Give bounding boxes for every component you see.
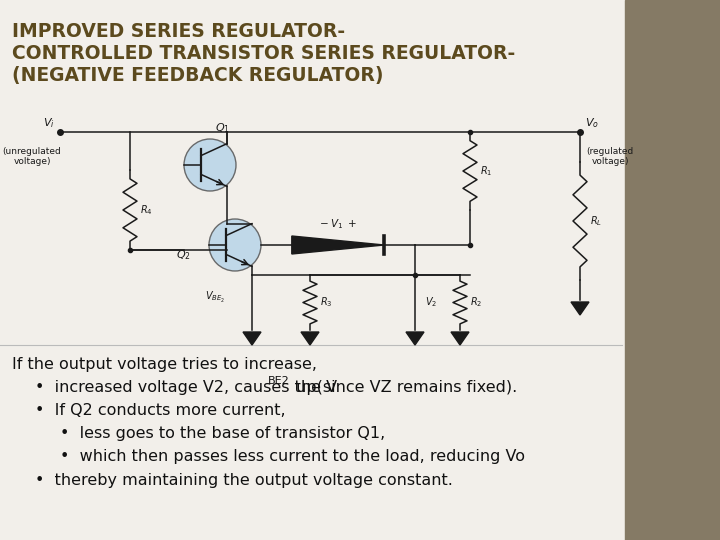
Text: $V_o$: $V_o$	[585, 116, 599, 130]
Text: $R_4$: $R_4$	[140, 203, 153, 217]
Text: •  less goes to the base of transistor Q1,: • less goes to the base of transistor Q1…	[60, 426, 385, 441]
Polygon shape	[571, 302, 589, 315]
Text: $R_L$: $R_L$	[590, 214, 602, 228]
Text: •  thereby maintaining the output voltage constant.: • thereby maintaining the output voltage…	[35, 472, 453, 488]
Text: •  If Q2 conducts more current,: • If Q2 conducts more current,	[35, 403, 286, 418]
Circle shape	[209, 219, 261, 271]
Text: (unregulated
voltage): (unregulated voltage)	[3, 147, 61, 166]
Bar	[625, 0, 720, 540]
Text: $Q_2$: $Q_2$	[176, 248, 191, 262]
Text: $Q_1$: $Q_1$	[215, 121, 230, 135]
Polygon shape	[292, 236, 384, 254]
Text: (regulated
voltage): (regulated voltage)	[586, 147, 634, 166]
Text: •  which then passes less current to the load, reducing Vo: • which then passes less current to the …	[60, 449, 525, 464]
Text: up(since VZ remains fixed).: up(since VZ remains fixed).	[291, 380, 518, 395]
Polygon shape	[451, 332, 469, 345]
Text: $R_3$: $R_3$	[320, 295, 333, 309]
Text: $V_{BE_2}$: $V_{BE_2}$	[205, 290, 225, 305]
Polygon shape	[301, 332, 319, 345]
Text: BE2: BE2	[268, 376, 290, 386]
Text: $R_1$: $R_1$	[480, 164, 492, 178]
Text: $V_i$: $V_i$	[43, 116, 55, 130]
Text: $V_2$: $V_2$	[425, 295, 437, 309]
Polygon shape	[243, 332, 261, 345]
Text: •  increased voltage V2, causes the V: • increased voltage V2, causes the V	[35, 380, 337, 395]
Polygon shape	[406, 332, 424, 345]
Text: CONTROLLED TRANSISTOR SERIES REGULATOR-: CONTROLLED TRANSISTOR SERIES REGULATOR-	[12, 44, 516, 63]
Text: If the output voltage tries to increase,: If the output voltage tries to increase,	[12, 357, 317, 372]
Text: (NEGATIVE FEEDBACK REGULATOR): (NEGATIVE FEEDBACK REGULATOR)	[12, 66, 384, 85]
Text: $- \;V_1\; +$: $- \;V_1\; +$	[319, 217, 357, 231]
Text: $R_2$: $R_2$	[470, 295, 482, 309]
Text: IMPROVED SERIES REGULATOR-: IMPROVED SERIES REGULATOR-	[12, 22, 345, 41]
Circle shape	[184, 139, 236, 191]
